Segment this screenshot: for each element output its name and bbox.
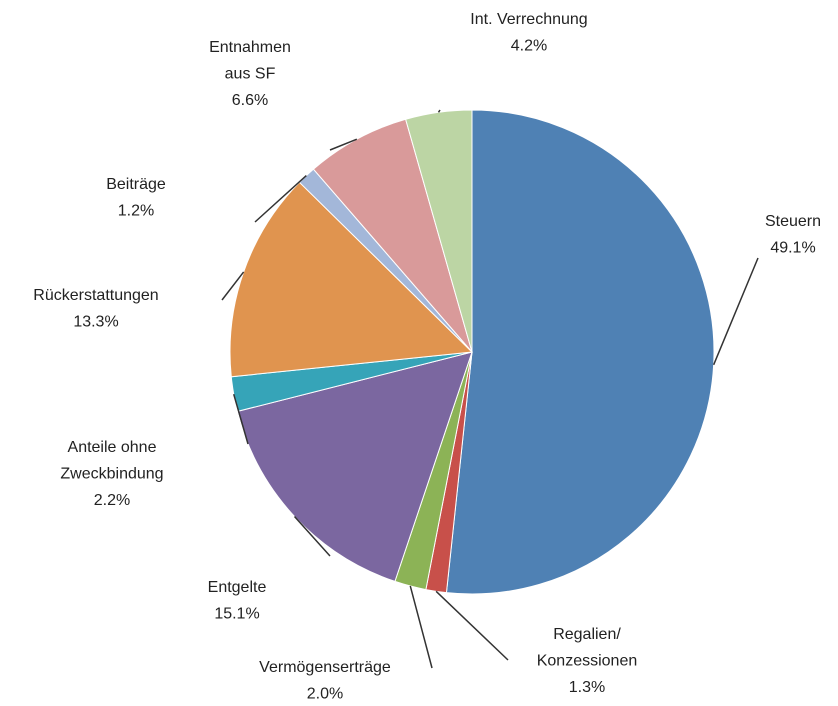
slice-value-label: 2.0%: [307, 686, 343, 703]
slice-label: Entnahmen: [209, 39, 291, 56]
leader-line: [435, 590, 509, 661]
leader-line: [329, 138, 358, 151]
slice-value-label: 49.1%: [770, 240, 815, 257]
slice-label: aus SF: [225, 66, 276, 83]
leader-line: [232, 393, 249, 445]
slice-label: Steuern: [765, 213, 821, 230]
pie-slice: [229, 181, 474, 378]
leader-line: [221, 271, 245, 301]
slice-label: Int. Verrechnung: [470, 11, 587, 28]
slice-value-label: 6.6%: [232, 92, 268, 109]
slice-label: Regalien/: [553, 626, 621, 643]
slice-value-label: 2.2%: [94, 492, 130, 509]
slice-label: Entgelte: [208, 579, 267, 596]
slice-label: Anteile ohne: [68, 439, 157, 456]
slice-value-label: 15.1%: [214, 606, 259, 623]
slice-label: Vermögenserträge: [259, 659, 391, 676]
leader-line: [254, 175, 307, 223]
leader-line: [409, 585, 433, 669]
pie-slice: [236, 351, 473, 583]
leader-line: [712, 257, 759, 366]
slice-value-label: 1.3%: [569, 679, 605, 696]
slice-label: Konzessionen: [537, 653, 638, 670]
leader-line: [293, 515, 331, 557]
slice-value-label: 1.2%: [118, 203, 154, 220]
slice-label: Zweckbindung: [60, 466, 163, 483]
slice-label: Rückerstattungen: [33, 287, 158, 304]
pie-slice: [445, 109, 715, 595]
slice-label: Beiträge: [106, 176, 166, 193]
slice-value-label: 13.3%: [73, 314, 118, 331]
slice-value-label: 4.2%: [511, 38, 547, 55]
pie-slice: [312, 118, 473, 353]
leader-line: [437, 109, 441, 113]
